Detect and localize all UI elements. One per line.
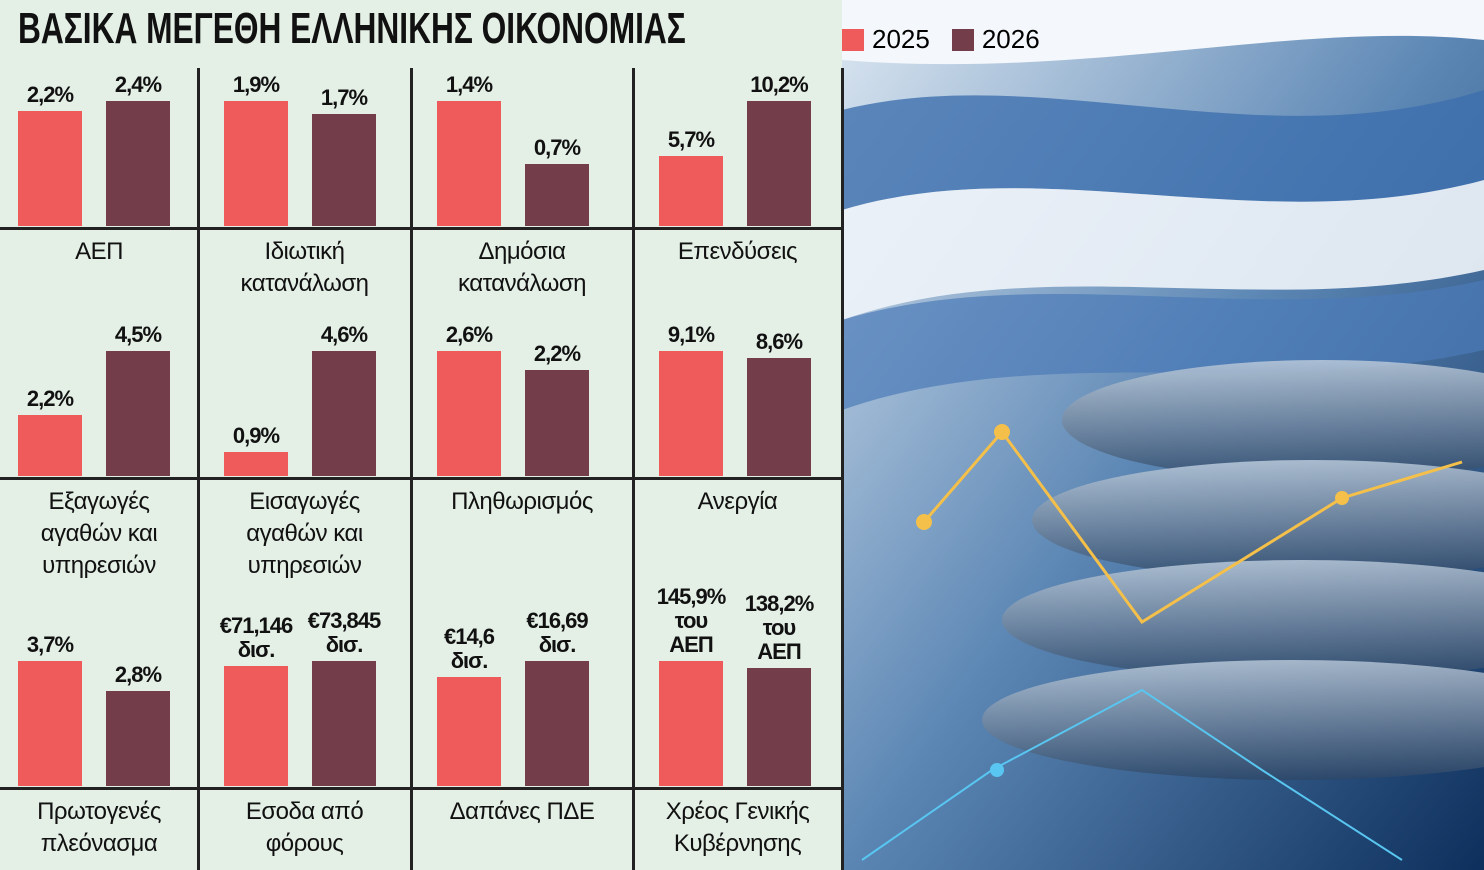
panel-label: ΑΕΠ [75,238,123,265]
divider [197,68,200,870]
divider [410,68,413,870]
value-label: €71,146 δισ. [219,612,294,662]
value-label: €16,69 δισ. [526,608,588,657]
legend-label: 2025 [872,24,930,54]
divider [0,477,842,480]
bar [747,357,811,476]
panel-label: Πληθωρισμός [451,488,593,515]
value-label: 8,6% [755,328,803,354]
panel-label: Δαπάνες ΠΔΕ [449,798,595,825]
bar [224,101,288,226]
value-label: 2,6% [445,322,493,347]
value-label: 0,9% [232,422,280,448]
panel-label: Χρέος Γενικής Κυβέρνησης [665,798,810,857]
bar [312,661,376,786]
panel-label: Εσοδα από φόρους [245,798,364,857]
value-label: 0,7% [533,134,581,160]
value-label: €14,6 δισ. [443,623,495,673]
bar [312,351,376,476]
bar [106,351,170,476]
legend-label: 2026 [981,24,1040,54]
panel-label: Ανεργία [697,488,778,515]
legend-swatch [951,28,974,51]
legend-item: 2026 [951,24,1040,55]
bar [437,676,501,786]
value-label: 2,4% [114,72,162,97]
bar [525,163,589,226]
panel-label: Δημόσια κατανάλωση [457,238,587,297]
divider [632,68,635,870]
bar [18,661,82,786]
value-label: 145,9% του ΑΕΠ [656,584,727,657]
panel-label: Εξαγωγές αγαθών και υπηρεσιών [40,488,158,579]
value-label: 138,2% του ΑΕΠ [744,590,815,664]
divider [0,787,842,790]
value-label: 2,2% [26,385,74,411]
bar [224,451,288,476]
bar [312,114,376,226]
value-label: 1,7% [320,85,368,111]
title: ΒΑΣΙΚΑ ΜΕΓΕΘΗ ΕΛΛΗΝΙΚΗΣ ΟΙΚΟΝΟΜΙΑΣ [18,4,686,53]
value-label: 4,5% [114,322,162,347]
panel-label: Εισαγωγές αγαθών και υπηρεσιών [246,488,363,579]
legend-item: 2025 [842,24,930,55]
divider [841,68,844,870]
value-label: 4,6% [320,322,368,347]
bar [525,370,589,476]
bar [659,661,723,786]
panel-label: Πρωτογενές πλεόνασμα [37,798,161,857]
bar [437,351,501,476]
bar [659,156,723,226]
value-label: 2,8% [114,662,162,688]
value-label: 3,7% [26,632,74,657]
value-label: €73,845 δισ. [307,608,382,657]
bar [18,414,82,476]
value-label: 9,1% [667,322,715,347]
bar [106,101,170,226]
value-label: 2,2% [533,341,581,367]
bar [747,667,811,786]
bar [659,351,723,476]
bar [18,111,82,226]
value-label: 1,4% [445,72,493,97]
value-label: 1,9% [232,72,280,97]
bar [437,101,501,226]
bar [747,101,811,226]
value-label: 5,7% [667,127,715,153]
panel-label: Επενδύσεις [677,238,798,265]
divider [0,227,842,230]
bar [525,661,589,786]
bar [224,665,288,786]
value-label: 2,2% [26,82,74,108]
background-image [842,0,1484,870]
value-label: 10,2% [750,72,808,97]
bar [106,691,170,786]
legend: 2025 2026 [842,24,1040,55]
legend-swatch [842,28,864,51]
panel-label: Ιδιωτική κατανάλωση [240,238,369,297]
